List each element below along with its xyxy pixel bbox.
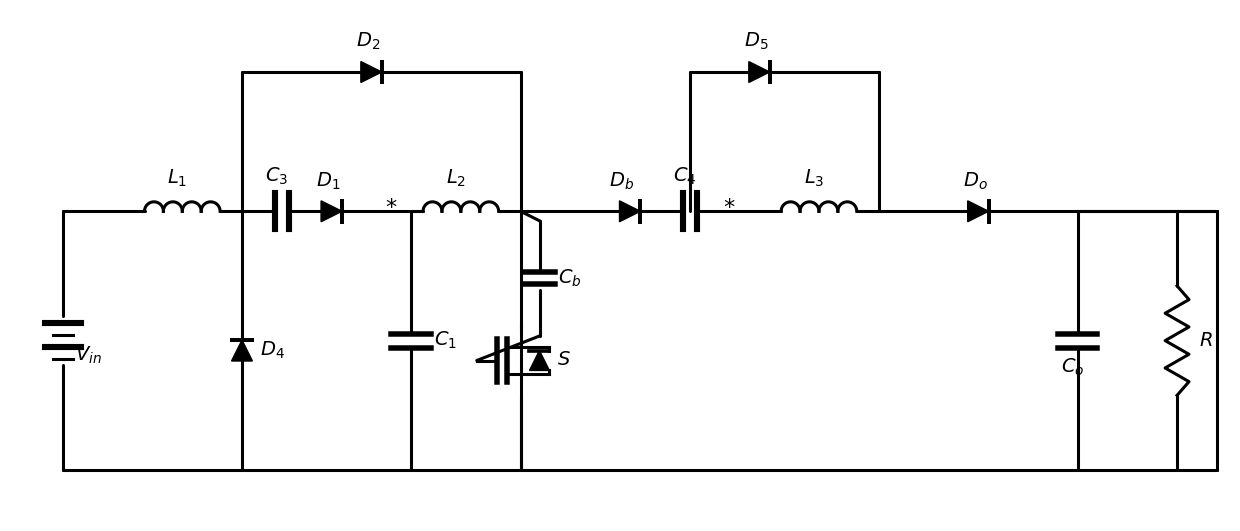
Text: $C_o$: $C_o$ [1061,356,1084,378]
Polygon shape [620,201,640,222]
Polygon shape [361,62,382,82]
Text: $*$: $*$ [384,196,398,216]
Text: $D_b$: $D_b$ [610,170,635,192]
Text: $D_4$: $D_4$ [260,339,285,361]
Text: $*$: $*$ [723,196,735,216]
Text: $D_1$: $D_1$ [316,170,341,192]
Polygon shape [321,201,342,222]
Text: $L_3$: $L_3$ [804,167,825,189]
Text: $D_5$: $D_5$ [744,31,769,53]
Polygon shape [232,340,253,361]
Text: $L_1$: $L_1$ [167,167,187,189]
Text: $C_b$: $C_b$ [558,268,582,289]
Text: $L_2$: $L_2$ [446,167,466,189]
Text: $R$: $R$ [1199,331,1213,350]
Polygon shape [749,62,770,82]
Text: $C_4$: $C_4$ [673,166,697,187]
Text: $D_o$: $D_o$ [962,170,987,192]
Text: $C_3$: $C_3$ [265,166,289,187]
Polygon shape [967,201,988,222]
Text: $C_1$: $C_1$ [434,330,458,351]
Text: $S$: $S$ [557,350,572,370]
Text: $V_{in}$: $V_{in}$ [74,345,102,366]
Text: $D_2$: $D_2$ [356,31,381,53]
Polygon shape [529,350,549,371]
